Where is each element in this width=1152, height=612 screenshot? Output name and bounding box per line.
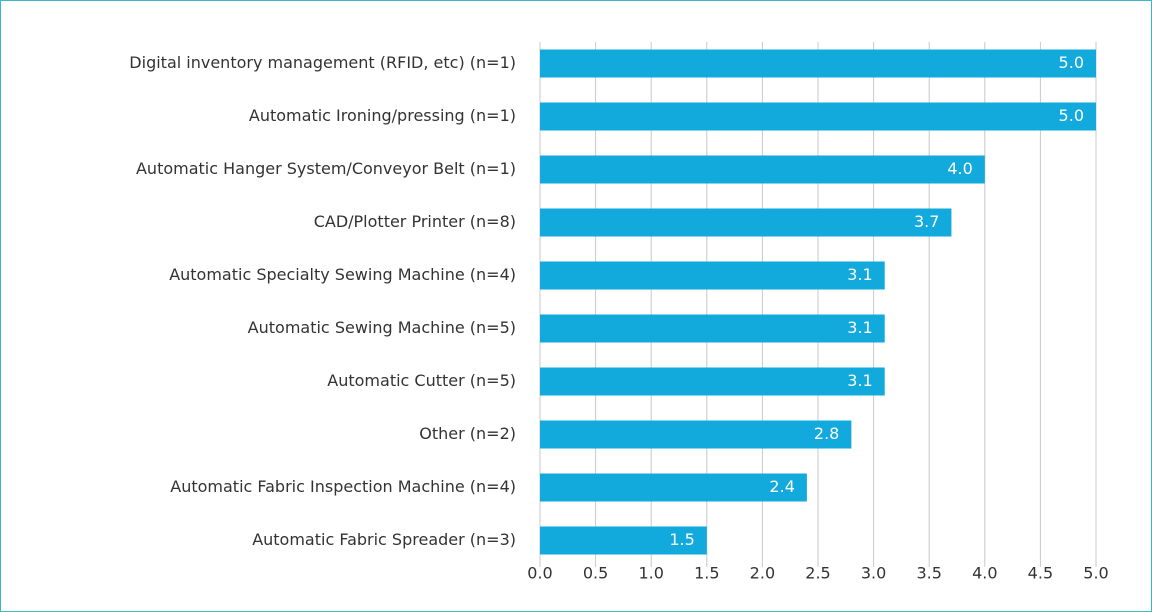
data-label: 2.4 <box>769 477 794 496</box>
y-tick-label: Automatic Cutter (n=5) <box>327 371 516 390</box>
data-label: 3.1 <box>847 371 872 390</box>
bar <box>540 155 985 184</box>
bar <box>540 261 885 290</box>
bar <box>540 208 952 237</box>
data-label: 3.1 <box>847 318 872 337</box>
bar <box>540 420 852 449</box>
x-tick-label: 3.0 <box>861 564 886 583</box>
y-tick-label: Automatic Fabric Spreader (n=3) <box>252 530 516 549</box>
y-tick-label: CAD/Plotter Printer (n=8) <box>314 212 516 231</box>
y-tick-label: Automatic Fabric Inspection Machine (n=4… <box>170 477 516 496</box>
bar <box>540 367 885 396</box>
y-tick-label: Automatic Hanger System/Conveyor Belt (n… <box>136 159 516 178</box>
data-label: 3.7 <box>914 212 939 231</box>
data-label: 4.0 <box>947 159 972 178</box>
bar <box>540 49 1096 78</box>
y-tick-label: Automatic Specialty Sewing Machine (n=4) <box>169 265 516 284</box>
bar <box>540 314 885 343</box>
x-tick-label: 1.5 <box>694 564 719 583</box>
x-tick-label: 1.0 <box>638 564 663 583</box>
data-label: 3.1 <box>847 265 872 284</box>
bar <box>540 473 807 502</box>
bar <box>540 102 1096 131</box>
bar <box>540 526 707 555</box>
x-tick-label: 2.5 <box>805 564 830 583</box>
x-tick-label: 0.0 <box>527 564 552 583</box>
y-tick-label: Other (n=2) <box>419 424 516 443</box>
y-tick-label: Automatic Ironing/pressing (n=1) <box>249 106 516 125</box>
data-label: 5.0 <box>1059 53 1084 72</box>
x-tick-label: 4.5 <box>1028 564 1053 583</box>
data-label: 5.0 <box>1059 106 1084 125</box>
x-tick-label: 3.5 <box>916 564 941 583</box>
x-tick-label: 0.5 <box>583 564 608 583</box>
x-tick-label: 4.0 <box>972 564 997 583</box>
x-tick-label: 2.0 <box>750 564 775 583</box>
x-tick-label: 5.0 <box>1083 564 1108 583</box>
data-label: 2.8 <box>814 424 839 443</box>
data-label: 1.5 <box>669 530 694 549</box>
y-tick-label: Digital inventory management (RFID, etc)… <box>129 53 516 72</box>
y-tick-label: Automatic Sewing Machine (n=5) <box>248 318 516 337</box>
